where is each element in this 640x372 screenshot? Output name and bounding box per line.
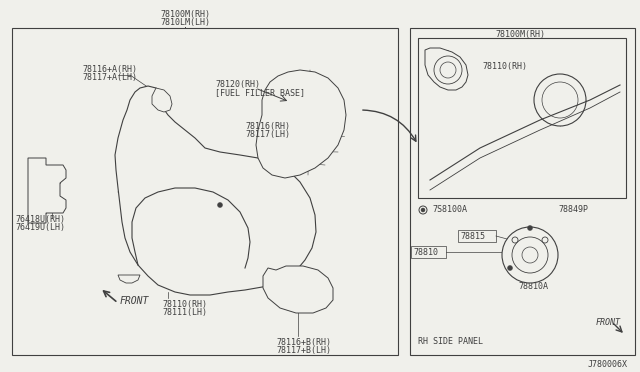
Text: 78117+B(LH): 78117+B(LH) xyxy=(276,346,331,355)
Text: 76419U(LH): 76419U(LH) xyxy=(15,223,65,232)
Bar xyxy=(458,230,496,242)
Circle shape xyxy=(218,202,223,208)
Text: 78120(RH): 78120(RH) xyxy=(215,80,260,89)
Circle shape xyxy=(508,266,513,270)
Circle shape xyxy=(502,227,558,283)
Circle shape xyxy=(512,237,548,273)
Text: 78117+A(LH): 78117+A(LH) xyxy=(82,73,137,82)
Polygon shape xyxy=(152,88,172,112)
Text: 7810LM(LH): 7810LM(LH) xyxy=(160,18,210,27)
Polygon shape xyxy=(115,86,316,295)
Bar xyxy=(278,276,318,301)
Circle shape xyxy=(534,74,586,126)
Circle shape xyxy=(522,247,538,263)
Text: 78116+B(RH): 78116+B(RH) xyxy=(276,338,331,347)
Circle shape xyxy=(512,237,518,243)
Text: 78116(RH): 78116(RH) xyxy=(245,122,290,131)
Bar xyxy=(411,246,446,258)
Polygon shape xyxy=(28,158,66,223)
Bar xyxy=(418,38,626,198)
Polygon shape xyxy=(263,266,333,313)
Polygon shape xyxy=(425,48,468,90)
Bar xyxy=(410,28,635,355)
Circle shape xyxy=(419,206,427,214)
Text: 78100M(RH): 78100M(RH) xyxy=(160,10,210,19)
Circle shape xyxy=(440,62,456,78)
Text: J780006X: J780006X xyxy=(588,360,628,369)
Circle shape xyxy=(434,56,462,84)
Text: 78117(LH): 78117(LH) xyxy=(245,130,290,139)
Polygon shape xyxy=(256,70,346,178)
Text: 76418U(RH): 76418U(RH) xyxy=(15,215,65,224)
Text: 78110(RH): 78110(RH) xyxy=(482,62,527,71)
Text: 78116+A(RH): 78116+A(RH) xyxy=(82,65,137,74)
Text: 78815: 78815 xyxy=(460,232,485,241)
Text: [FUEL FILLER BASE]: [FUEL FILLER BASE] xyxy=(215,88,305,97)
Circle shape xyxy=(527,225,532,231)
Text: FRONT: FRONT xyxy=(596,318,621,327)
Text: RH SIDE PANEL: RH SIDE PANEL xyxy=(418,337,483,346)
Text: 78120: 78120 xyxy=(425,50,450,59)
Text: FRONT: FRONT xyxy=(120,296,149,306)
Text: 78100M(RH): 78100M(RH) xyxy=(495,30,545,39)
Text: 78111(LH): 78111(LH) xyxy=(162,308,207,317)
Bar xyxy=(12,28,398,355)
Circle shape xyxy=(421,208,425,212)
Text: 78810A: 78810A xyxy=(518,282,548,291)
Polygon shape xyxy=(118,275,140,283)
Text: 7S8100A: 7S8100A xyxy=(432,205,467,214)
Circle shape xyxy=(542,237,548,243)
Text: 78810: 78810 xyxy=(413,248,438,257)
Text: 78110(RH): 78110(RH) xyxy=(162,300,207,309)
Text: 78849P: 78849P xyxy=(558,205,588,214)
Circle shape xyxy=(542,82,578,118)
